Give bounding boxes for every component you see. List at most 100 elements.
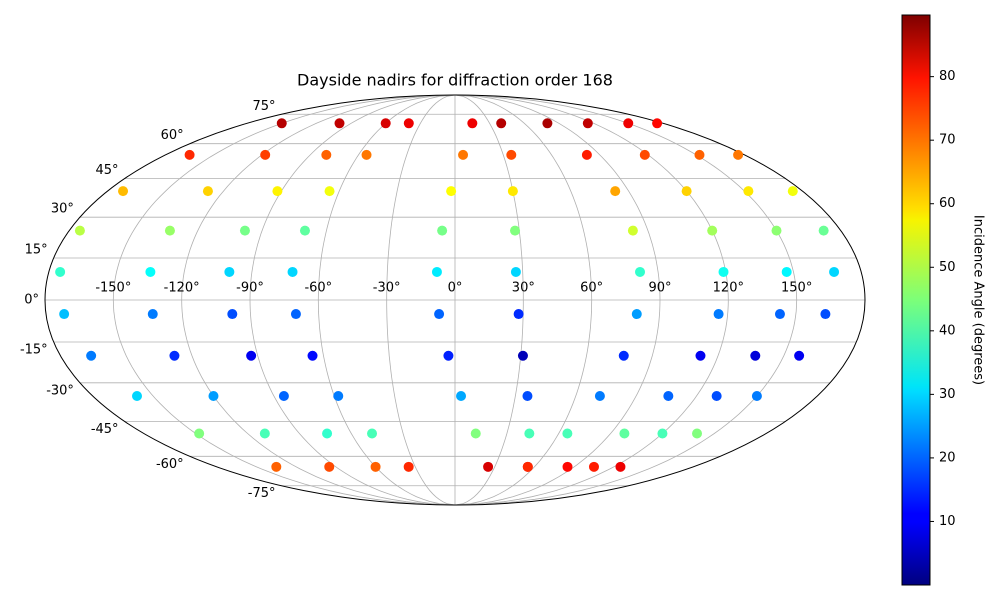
point [334,118,345,129]
point [86,350,97,361]
point [370,461,381,472]
point [829,266,840,277]
point [695,350,706,361]
point [118,186,129,197]
point [290,309,301,320]
point [403,118,414,129]
point [681,186,692,197]
colorbar-tick-label: 10 [939,514,956,529]
point [496,118,507,129]
point [287,266,298,277]
point [582,118,593,129]
x-tick-label: 150° [781,281,812,296]
x-tick-label: -60° [304,281,332,296]
point [278,390,289,401]
point [276,118,287,129]
colorbar-tick-label: 70 [939,133,956,148]
y-tick-label: 75° [252,99,275,114]
point [562,428,573,439]
point [483,461,494,472]
point [818,225,829,236]
point [794,350,805,361]
point [619,428,630,439]
point [467,118,478,129]
point [164,225,175,236]
point [403,461,414,472]
point [324,461,335,472]
colorbar-tick-label: 80 [939,69,956,84]
point [361,149,372,160]
point [202,186,213,197]
point [431,266,442,277]
y-tick-label: 15° [25,243,48,258]
point [271,461,282,472]
point [434,309,445,320]
point [743,186,754,197]
point [657,428,668,439]
point [184,149,195,160]
y-tick-label: -75° [248,486,276,501]
point [194,428,205,439]
point [733,149,744,160]
point [507,186,518,197]
x-tick-label: 0° [448,281,463,296]
point [147,309,158,320]
point [307,350,318,361]
colorbar-tick-label: 60 [939,196,956,211]
chart-title: Dayside nadirs for diffraction order 168 [297,71,613,90]
point [771,225,782,236]
y-tick-label: -15° [20,342,48,357]
y-tick-label: -45° [91,422,119,437]
point [437,225,448,236]
colorbar-ticks: 10 20 30 40 50 60 70 80 [930,69,956,529]
point [707,225,718,236]
y-tick-label: -60° [156,457,184,472]
points [55,118,840,472]
point [522,390,533,401]
point [635,266,646,277]
point [663,390,674,401]
point [781,266,792,277]
x-tick-label: 90° [648,281,671,296]
point [260,149,271,160]
x-tick-label: -150° [95,281,131,296]
y-tick-label: 0° [24,293,39,308]
colorbar-label: Incidence Angle (degrees) [971,215,986,385]
point [711,390,722,401]
point [272,186,283,197]
point [59,309,70,320]
y-tick-label: -30° [46,383,74,398]
point [246,350,257,361]
point [380,118,391,129]
point [470,428,481,439]
y-tick-label: 30° [51,202,74,217]
point [208,390,219,401]
colorbar-tick-label: 40 [939,323,956,338]
x-tick-label: -30° [373,281,401,296]
colorbar-tick-label: 30 [939,387,956,402]
point [631,309,642,320]
point [588,461,599,472]
point [367,428,378,439]
point [510,225,521,236]
point [239,225,250,236]
point [820,309,831,320]
point [524,428,535,439]
grid [44,94,866,506]
x-tick-label: 120° [713,281,744,296]
point [259,428,270,439]
point [322,428,333,439]
point [145,266,156,277]
point [131,390,142,401]
point [692,428,703,439]
point [623,118,634,129]
x-tick-label: 60° [580,281,603,296]
point [615,461,626,472]
x-tick-label: 30° [512,281,535,296]
point [443,350,454,361]
y-tick-label: 60° [161,128,184,143]
point [333,390,344,401]
point [751,390,762,401]
point [55,266,66,277]
point [506,149,517,160]
